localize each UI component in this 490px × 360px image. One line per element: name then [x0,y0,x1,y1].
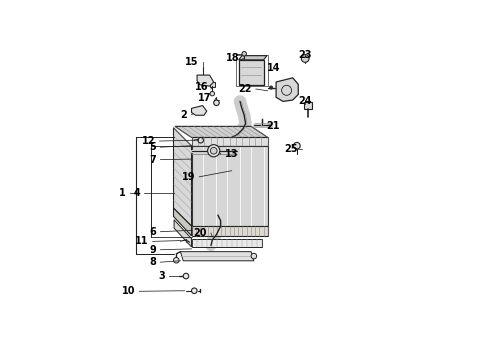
Text: 7: 7 [149,155,156,165]
Text: 5: 5 [149,142,156,152]
Circle shape [192,288,197,293]
Text: 9: 9 [149,245,156,255]
Text: 15: 15 [185,57,198,67]
Circle shape [301,55,309,62]
Text: 25: 25 [285,144,298,154]
Text: 20: 20 [193,228,207,238]
Polygon shape [174,220,192,247]
Circle shape [214,100,219,105]
Text: 22: 22 [238,84,252,94]
Polygon shape [192,239,262,247]
Text: 23: 23 [298,50,312,60]
Text: 2: 2 [181,110,187,120]
Polygon shape [276,78,298,102]
Polygon shape [239,60,264,85]
Text: 13: 13 [225,149,238,159]
Circle shape [208,145,220,157]
Polygon shape [180,252,254,261]
Polygon shape [192,146,268,226]
Text: 17: 17 [198,93,212,103]
Text: 14: 14 [267,63,280,73]
Bar [210,82,215,87]
Polygon shape [192,105,207,115]
Text: 11: 11 [135,237,148,246]
Text: 1: 1 [119,188,126,198]
Circle shape [251,253,257,259]
Circle shape [294,143,300,149]
Circle shape [270,86,273,89]
Polygon shape [192,138,268,146]
Circle shape [210,91,215,96]
Circle shape [242,51,246,56]
Circle shape [183,273,189,279]
Polygon shape [197,75,214,86]
Text: 3: 3 [158,271,165,281]
Text: 4: 4 [133,188,140,198]
Polygon shape [239,56,267,60]
Circle shape [173,257,179,263]
Text: 8: 8 [149,257,156,267]
Bar [236,55,268,86]
Text: 12: 12 [142,136,155,146]
Polygon shape [173,128,192,226]
Polygon shape [304,102,312,109]
Polygon shape [192,226,268,236]
Text: 21: 21 [267,121,280,131]
Circle shape [210,148,217,154]
Text: 24: 24 [298,96,311,107]
Text: 6: 6 [149,227,156,237]
Polygon shape [175,126,268,138]
Text: 18: 18 [225,53,239,63]
Polygon shape [173,208,192,236]
Text: 10: 10 [122,286,135,296]
Text: 19: 19 [182,172,195,182]
Text: 16: 16 [195,82,208,92]
